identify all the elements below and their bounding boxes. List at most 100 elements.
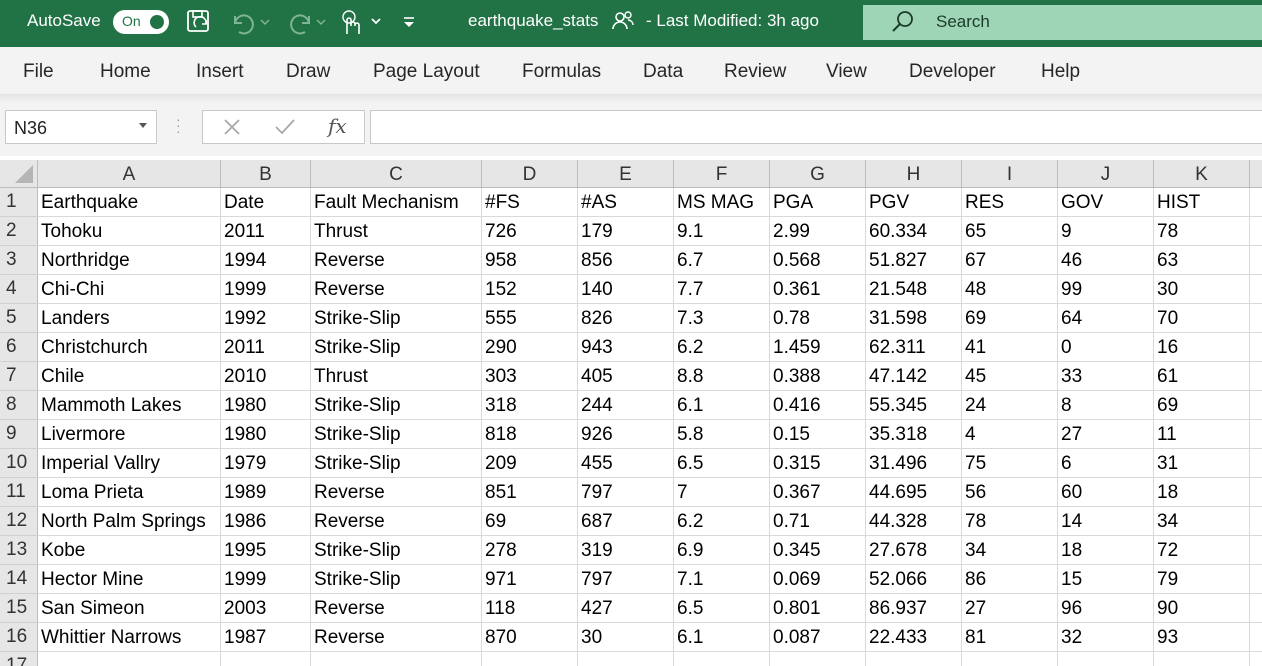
cell-b4[interactable]: 1999: [221, 275, 311, 304]
cell-j15[interactable]: 96: [1058, 594, 1154, 623]
cell-c5[interactable]: Strike-Slip: [311, 304, 482, 333]
cell-i10[interactable]: 75: [962, 449, 1058, 478]
cell-g15[interactable]: 0.801: [770, 594, 866, 623]
cell-h2[interactable]: 60.334: [866, 217, 962, 246]
cell-b13[interactable]: 1995: [221, 536, 311, 565]
checkmark-icon[interactable]: [274, 117, 296, 142]
cell-k8[interactable]: 69: [1154, 391, 1250, 420]
cell-g16[interactable]: 0.087: [770, 623, 866, 652]
tab-home[interactable]: Home: [100, 61, 151, 82]
cell-k11[interactable]: 18: [1154, 478, 1250, 507]
cell-partial[interactable]: [1250, 507, 1262, 536]
cell-c11[interactable]: Reverse: [311, 478, 482, 507]
cell-h6[interactable]: 62.311: [866, 333, 962, 362]
cell-partial[interactable]: [1250, 304, 1262, 333]
cell-g13[interactable]: 0.345: [770, 536, 866, 565]
cell-f2[interactable]: 9.1: [674, 217, 770, 246]
cell-g10[interactable]: 0.315: [770, 449, 866, 478]
cell-e1[interactable]: #AS: [578, 188, 674, 217]
cell-k17[interactable]: [1154, 652, 1250, 666]
row-header[interactable]: 5: [0, 304, 38, 333]
cell-c14[interactable]: Strike-Slip: [311, 565, 482, 594]
column-header-h[interactable]: H: [866, 160, 962, 188]
cell-i17[interactable]: [962, 652, 1058, 666]
cell-j11[interactable]: 60: [1058, 478, 1154, 507]
cell-a8[interactable]: Mammoth Lakes: [38, 391, 221, 420]
cell-b12[interactable]: 1986: [221, 507, 311, 536]
cell-g11[interactable]: 0.367: [770, 478, 866, 507]
cell-a3[interactable]: Northridge: [38, 246, 221, 275]
row-header[interactable]: 2: [0, 217, 38, 246]
column-header-g[interactable]: G: [770, 160, 866, 188]
column-header-k[interactable]: K: [1154, 160, 1250, 188]
cell-d14[interactable]: 971: [482, 565, 578, 594]
cell-i2[interactable]: 65: [962, 217, 1058, 246]
cell-i8[interactable]: 24: [962, 391, 1058, 420]
autosave-toggle[interactable]: On: [113, 10, 169, 34]
cell-partial[interactable]: [1250, 478, 1262, 507]
column-header-j[interactable]: J: [1058, 160, 1154, 188]
cell-i13[interactable]: 34: [962, 536, 1058, 565]
row-header[interactable]: 4: [0, 275, 38, 304]
cell-d5[interactable]: 555: [482, 304, 578, 333]
cell-f12[interactable]: 6.2: [674, 507, 770, 536]
cell-k7[interactable]: 61: [1154, 362, 1250, 391]
cell-partial[interactable]: [1250, 449, 1262, 478]
row-header[interactable]: 10: [0, 449, 38, 478]
cell-d9[interactable]: 818: [482, 420, 578, 449]
cell-k9[interactable]: 11: [1154, 420, 1250, 449]
cell-d4[interactable]: 152: [482, 275, 578, 304]
cell-b5[interactable]: 1992: [221, 304, 311, 333]
cell-a5[interactable]: Landers: [38, 304, 221, 333]
cell-k13[interactable]: 72: [1154, 536, 1250, 565]
cell-partial[interactable]: [1250, 623, 1262, 652]
cell-c7[interactable]: Thrust: [311, 362, 482, 391]
cell-d2[interactable]: 726: [482, 217, 578, 246]
cell-d8[interactable]: 318: [482, 391, 578, 420]
tab-formulas[interactable]: Formulas: [522, 61, 602, 82]
cell-j10[interactable]: 6: [1058, 449, 1154, 478]
cell-d7[interactable]: 303: [482, 362, 578, 391]
cell-f13[interactable]: 6.9: [674, 536, 770, 565]
grip-dots-icon[interactable]: · · ·: [176, 111, 181, 139]
cell-partial[interactable]: [1250, 246, 1262, 275]
row-header[interactable]: 3: [0, 246, 38, 275]
row-header[interactable]: 6: [0, 333, 38, 362]
cell-a7[interactable]: Chile: [38, 362, 221, 391]
cell-c8[interactable]: Strike-Slip: [311, 391, 482, 420]
column-header-partial[interactable]: [1250, 160, 1262, 188]
cell-f9[interactable]: 5.8: [674, 420, 770, 449]
cell-e5[interactable]: 826: [578, 304, 674, 333]
search-placeholder[interactable]: Search: [936, 12, 990, 31]
tab-draw[interactable]: Draw: [286, 61, 331, 82]
cell-d1[interactable]: #FS: [482, 188, 578, 217]
column-header-e[interactable]: E: [578, 160, 674, 188]
cell-e8[interactable]: 244: [578, 391, 674, 420]
cell-b2[interactable]: 2011: [221, 217, 311, 246]
cell-h13[interactable]: 27.678: [866, 536, 962, 565]
cell-i5[interactable]: 69: [962, 304, 1058, 333]
cell-h5[interactable]: 31.598: [866, 304, 962, 333]
cell-a10[interactable]: Imperial Vallry: [38, 449, 221, 478]
cell-j7[interactable]: 33: [1058, 362, 1154, 391]
cell-f16[interactable]: 6.1: [674, 623, 770, 652]
cell-j2[interactable]: 9: [1058, 217, 1154, 246]
cell-c6[interactable]: Strike-Slip: [311, 333, 482, 362]
cell-b14[interactable]: 1999: [221, 565, 311, 594]
cell-d17[interactable]: [482, 652, 578, 666]
cell-g4[interactable]: 0.361: [770, 275, 866, 304]
cell-f10[interactable]: 6.5: [674, 449, 770, 478]
cell-g12[interactable]: 0.71: [770, 507, 866, 536]
cell-b3[interactable]: 1994: [221, 246, 311, 275]
cell-h4[interactable]: 21.548: [866, 275, 962, 304]
cell-k16[interactable]: 93: [1154, 623, 1250, 652]
cell-partial[interactable]: [1250, 594, 1262, 623]
cell-f5[interactable]: 7.3: [674, 304, 770, 333]
cell-k15[interactable]: 90: [1154, 594, 1250, 623]
fx-icon[interactable]: fx: [328, 114, 347, 138]
cell-j12[interactable]: 14: [1058, 507, 1154, 536]
cell-k2[interactable]: 78: [1154, 217, 1250, 246]
cell-partial[interactable]: [1250, 391, 1262, 420]
cell-g1[interactable]: PGA: [770, 188, 866, 217]
row-header[interactable]: 8: [0, 391, 38, 420]
